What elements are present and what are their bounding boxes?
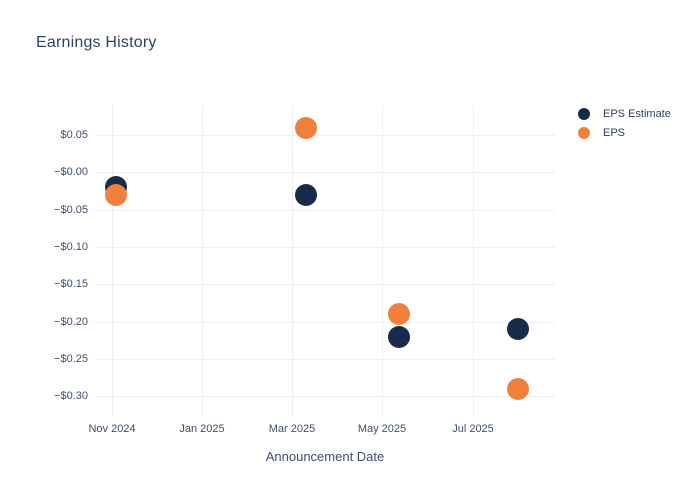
x-tick-label: Jan 2025 [179, 423, 225, 435]
gridline-horizontal [95, 396, 555, 397]
y-tick-label: −$0.00 [54, 166, 88, 178]
gridline-horizontal [95, 172, 555, 173]
gridline-horizontal [95, 210, 555, 211]
y-tick-label: −$0.30 [54, 390, 88, 402]
scatter-point-eps[interactable] [388, 303, 410, 325]
legend-item-eps[interactable]: EPS [578, 123, 671, 142]
gridline-horizontal [95, 322, 555, 323]
legend: EPS Estimate EPS [578, 104, 671, 142]
legend-marker-icon [578, 107, 590, 120]
y-tick-label: $0.05 [60, 129, 88, 141]
legend-item-eps-estimate[interactable]: EPS Estimate [578, 104, 671, 123]
legend-label: EPS Estimate [603, 107, 671, 120]
x-tick-label: May 2025 [357, 423, 407, 435]
gridline-vertical [382, 105, 383, 417]
scatter-point-eps[interactable] [295, 117, 317, 139]
gridline-vertical [112, 105, 113, 417]
legend-label: EPS [603, 126, 626, 139]
scatter-point-eps[interactable] [105, 184, 127, 206]
y-tick-label: −$0.10 [54, 241, 88, 253]
scatter-point-eps-estimate[interactable] [507, 318, 529, 340]
gridline-horizontal [95, 359, 555, 360]
gridline-horizontal [95, 135, 555, 136]
y-tick-label: −$0.25 [54, 353, 88, 365]
gridline-vertical [202, 105, 203, 417]
gridline-horizontal [95, 284, 555, 285]
gridline-vertical [473, 105, 474, 417]
x-tick-label: Jul 2025 [452, 423, 494, 435]
scatter-point-eps[interactable] [507, 378, 529, 400]
gridline-horizontal [95, 247, 555, 248]
y-tick-label: −$0.05 [54, 204, 88, 216]
x-tick-label: Nov 2024 [88, 423, 136, 435]
gridline-vertical [292, 105, 293, 417]
x-axis-title: Announcement Date [265, 449, 385, 464]
scatter-point-eps-estimate[interactable] [388, 326, 410, 348]
y-tick-label: −$0.15 [54, 278, 88, 290]
legend-marker-icon [578, 126, 590, 139]
plot-area[interactable] [95, 105, 555, 417]
x-tick-label: Mar 2025 [268, 423, 316, 435]
chart-title: Earnings History [36, 34, 157, 51]
y-tick-label: −$0.20 [54, 316, 88, 328]
scatter-point-eps-estimate[interactable] [295, 184, 317, 206]
